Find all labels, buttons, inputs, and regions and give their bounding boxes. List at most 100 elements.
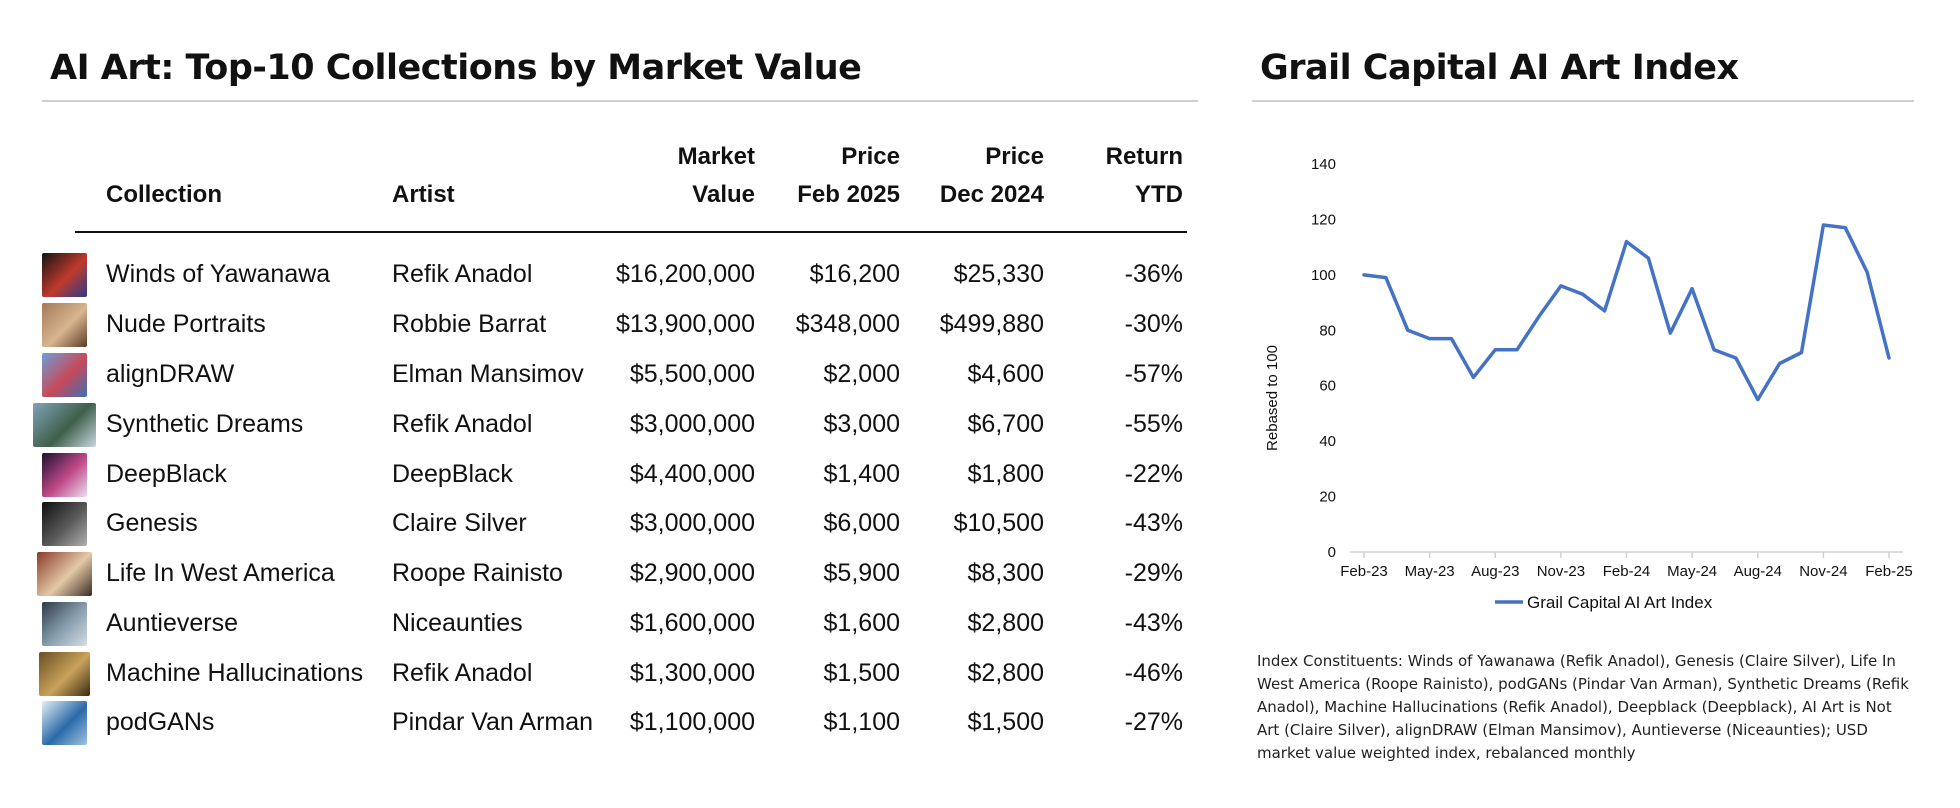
cell-collection: Genesis xyxy=(106,509,198,537)
collection-thumbnail xyxy=(42,502,87,546)
cell-price-feb-2025: $1,500 xyxy=(823,659,900,687)
collection-thumbnail xyxy=(42,701,87,745)
header-divider xyxy=(75,231,1187,233)
cell-collection: Auntieverse xyxy=(106,609,239,637)
cell-price-feb-2025: $3,000 xyxy=(823,410,900,438)
index-line-chart: 0 20 40 60 80 100 120 140 Feb-23 May-23 Aug-23 Nov-… xyxy=(1264,156,1913,612)
x-tick-label: Feb-24 xyxy=(1603,563,1651,580)
cell-market-value: $4,400,000 xyxy=(629,460,755,488)
cell-return-ytd: -43% xyxy=(1124,509,1183,537)
collection-thumbnail xyxy=(42,602,87,646)
cell-artist: Robbie Barrat xyxy=(392,310,547,338)
header-return-line1: Return xyxy=(1105,143,1183,170)
cell-collection: Machine Hallucinations xyxy=(106,659,364,687)
cell-artist: DeepBlack xyxy=(392,460,513,488)
collection-thumbnail xyxy=(42,253,87,297)
y-axis-label: Rebased to 100 xyxy=(1264,345,1281,451)
cell-artist: Roope Rainisto xyxy=(392,559,563,587)
cell-price-feb-2025: $16,200 xyxy=(809,260,900,288)
y-tick-label: 20 xyxy=(1319,489,1336,506)
y-tick-label: 60 xyxy=(1319,378,1336,395)
cell-collection: Winds of Yawanawa xyxy=(106,260,331,288)
cell-price-dec-2024: $10,500 xyxy=(953,509,1044,537)
cell-price-feb-2025: $6,000 xyxy=(823,509,900,537)
y-tick-label: 40 xyxy=(1319,433,1336,450)
cell-collection: Life In West America xyxy=(106,559,335,587)
cell-return-ytd: -43% xyxy=(1124,609,1183,637)
cell-return-ytd: -27% xyxy=(1124,708,1183,736)
cell-market-value: $5,500,000 xyxy=(629,360,755,388)
title-divider xyxy=(42,100,1198,102)
table-row: Genesis Claire Silver $3,000,000 $6,000 $10,… xyxy=(0,501,1200,546)
cell-collection: alignDRAW xyxy=(106,360,235,388)
cell-collection: DeepBlack xyxy=(106,460,227,488)
x-tick-label: May-24 xyxy=(1667,563,1717,580)
cell-artist: Refik Anadol xyxy=(392,659,533,687)
cell-return-ytd: -57% xyxy=(1124,360,1183,388)
cell-artist: Refik Anadol xyxy=(392,410,533,438)
x-tick-label: Nov-23 xyxy=(1537,563,1585,580)
cell-price-dec-2024: $2,800 xyxy=(967,659,1044,687)
header-price-feb-line1: Price xyxy=(841,143,900,170)
cell-price-dec-2024: $1,500 xyxy=(967,708,1044,736)
y-tick-label: 120 xyxy=(1311,211,1336,228)
table-row: Machine Hallucinations Refik Anadol $1,300… xyxy=(0,651,1200,696)
cell-price-dec-2024: $25,330 xyxy=(953,260,1044,288)
cell-market-value: $3,000,000 xyxy=(629,509,755,537)
x-tick-label: May-23 xyxy=(1405,563,1455,580)
table-title: AI Art: Top-10 Collections by Market Val… xyxy=(50,48,862,88)
table-row: Life In West America Roope Rainisto $2,900… xyxy=(0,551,1200,596)
cell-price-dec-2024: $4,600 xyxy=(967,360,1044,388)
header-artist: Artist xyxy=(392,181,455,208)
cell-market-value: $16,200,000 xyxy=(615,260,755,288)
table-row: Auntieverse Niceaunties $1,600,000 $1,600 $2… xyxy=(0,601,1200,646)
cell-price-dec-2024: $2,800 xyxy=(967,609,1044,637)
table-row: DeepBlack DeepBlack $4,400,000 $1,400 $1,800… xyxy=(0,452,1200,497)
x-tick-label: Aug-23 xyxy=(1471,563,1519,580)
header-collection: Collection xyxy=(106,181,223,208)
cell-return-ytd: -55% xyxy=(1124,410,1183,438)
table-row: podGANs Pindar Van Arman $1,100,000 $1,100 $… xyxy=(0,700,1200,745)
cell-price-dec-2024: $6,700 xyxy=(967,410,1044,438)
x-tick-label: Feb-25 xyxy=(1865,563,1913,580)
cell-price-dec-2024: $1,800 xyxy=(967,460,1044,488)
series-line xyxy=(1362,223,1891,402)
cell-price-feb-2025: $1,600 xyxy=(823,609,900,637)
collection-thumbnail xyxy=(42,353,87,397)
cell-collection: Synthetic Dreams xyxy=(106,410,304,438)
x-tick-label: Aug-24 xyxy=(1734,563,1782,580)
table-row: Nude Portraits Robbie Barrat $13,900,000 $3… xyxy=(0,302,1200,347)
cell-price-feb-2025: $2,000 xyxy=(823,360,900,388)
cell-market-value: $3,000,000 xyxy=(629,410,755,438)
cell-return-ytd: -29% xyxy=(1124,559,1183,587)
index-footnote: Index Constituents: Winds of Yawanawa (R… xyxy=(1257,652,1909,762)
cell-price-feb-2025: $348,000 xyxy=(795,310,900,338)
y-tick-label: 80 xyxy=(1319,322,1336,339)
legend-label: Grail Capital AI Art Index xyxy=(1527,593,1713,612)
collection-thumbnail xyxy=(42,303,87,347)
cell-return-ytd: -22% xyxy=(1124,460,1183,488)
cell-artist: Claire Silver xyxy=(392,509,527,537)
header-return-line2: YTD xyxy=(1135,181,1183,208)
cell-market-value: $1,300,000 xyxy=(629,659,755,687)
cell-price-feb-2025: $1,400 xyxy=(823,460,900,488)
collection-thumbnail xyxy=(33,403,96,447)
collection-thumbnail xyxy=(39,652,90,696)
cell-artist: Elman Mansimov xyxy=(392,360,584,388)
header-market-value-line2: Value xyxy=(692,181,755,208)
cell-return-ytd: -36% xyxy=(1124,260,1183,288)
cell-market-value: $1,100,000 xyxy=(629,708,755,736)
chart-title: Grail Capital AI Art Index xyxy=(1260,48,1739,88)
cell-return-ytd: -46% xyxy=(1124,659,1183,687)
header-price-feb-line2: Feb 2025 xyxy=(797,181,900,208)
header-market-value-line1: Market xyxy=(677,143,755,170)
y-tick-label: 100 xyxy=(1311,267,1336,284)
cell-price-feb-2025: $1,100 xyxy=(823,708,900,736)
cell-price-feb-2025: $5,900 xyxy=(823,559,900,587)
x-tick-label: Feb-23 xyxy=(1340,563,1388,580)
table-row: Winds of Yawanawa Refik Anadol $16,200,000… xyxy=(0,252,1200,297)
cell-collection: Nude Portraits xyxy=(106,310,266,338)
cell-price-dec-2024: $499,880 xyxy=(939,310,1044,338)
collection-thumbnail xyxy=(42,453,87,497)
cell-artist: Niceaunties xyxy=(392,609,523,637)
